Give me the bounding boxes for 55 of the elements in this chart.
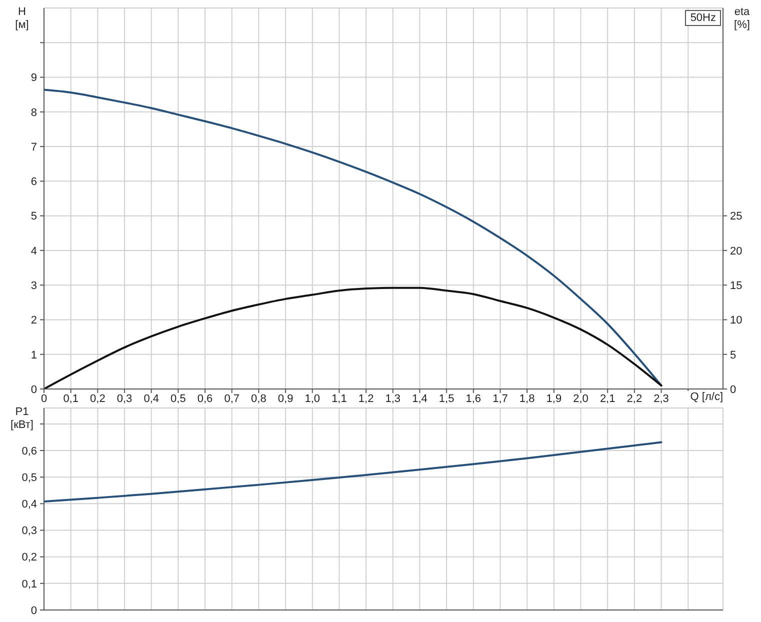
x-tick-label: 0,8: [251, 392, 266, 405]
x-tick-label: 1,9: [546, 392, 562, 405]
y2-tick-label: 15: [730, 280, 742, 292]
y-tick-label: 0,5: [22, 472, 37, 484]
x-tick-label: 2,1: [600, 392, 616, 405]
y-tick-label: 3: [30, 280, 37, 292]
x-tick-label: 1,0: [304, 392, 320, 405]
y-tick-label: 2: [30, 314, 37, 327]
x-tick-label: 0,4: [144, 392, 159, 405]
x-tick-label: 0,1: [63, 392, 78, 405]
x-tick-label: 1,5: [438, 392, 454, 405]
x-tick-label: 1,3: [385, 392, 401, 405]
x-tick-label: 1,6: [466, 392, 482, 405]
y-tick-label: 0,1: [22, 578, 37, 590]
y2-tick-label: 25: [730, 210, 742, 223]
x-tick-label: 0: [40, 392, 48, 405]
x-tick-label: 2,0: [573, 392, 588, 405]
x-tick-label: 0,7: [224, 392, 240, 405]
x-axis-title: Q [л/с]: [690, 391, 723, 403]
y2-axis-title: eta [%]: [734, 6, 750, 31]
y-axis-title: P1 [кВт]: [10, 406, 34, 431]
y-tick-label: 0: [30, 604, 37, 617]
y-tick-label: 7: [30, 141, 37, 154]
x-tick-label: 1,1: [332, 392, 347, 405]
x-tick-label: 2,3: [654, 392, 669, 405]
x-tick-label: 0,3: [116, 392, 132, 405]
y-tick-label: 5: [30, 210, 37, 223]
y-tick-label: 1: [30, 349, 37, 362]
annotation: 50Hz: [690, 12, 716, 24]
y-tick-label: 9: [30, 72, 37, 84]
y-tick-label: 4: [30, 245, 37, 258]
y2-tick-label: 0: [730, 384, 736, 396]
line-series: [44, 88, 662, 387]
y-tick-label: 0: [30, 384, 37, 396]
y2-tick-label: 10: [730, 314, 742, 327]
x-tick-label: 0,9: [278, 392, 294, 405]
x-tick-label: 1,7: [492, 392, 508, 405]
x-tick-label: 1,8: [519, 392, 535, 405]
x-tick-label: 0,6: [197, 392, 213, 405]
y-tick-label: 8: [30, 106, 37, 119]
y-tick-label: 0,6: [22, 445, 37, 458]
y-tick-label: 6: [30, 176, 37, 188]
y-tick-label: 0,4: [22, 498, 37, 511]
x-tick-label: 0,2: [90, 392, 106, 405]
x-tick-label: 1,2: [358, 392, 374, 405]
y-axis-title: H [м]: [15, 6, 29, 31]
line-series: [44, 286, 662, 389]
y-tick-label: 0,2: [22, 552, 37, 564]
x-tick-label: 0,5: [170, 392, 186, 405]
line-series: [44, 441, 662, 503]
x-tick-label: 1,4: [412, 392, 428, 405]
y2-tick-label: 20: [730, 245, 742, 258]
y2-tick-label: 5: [730, 349, 736, 362]
y-tick-label: 0,3: [22, 525, 37, 538]
x-tick-label: 2,2: [626, 392, 642, 405]
